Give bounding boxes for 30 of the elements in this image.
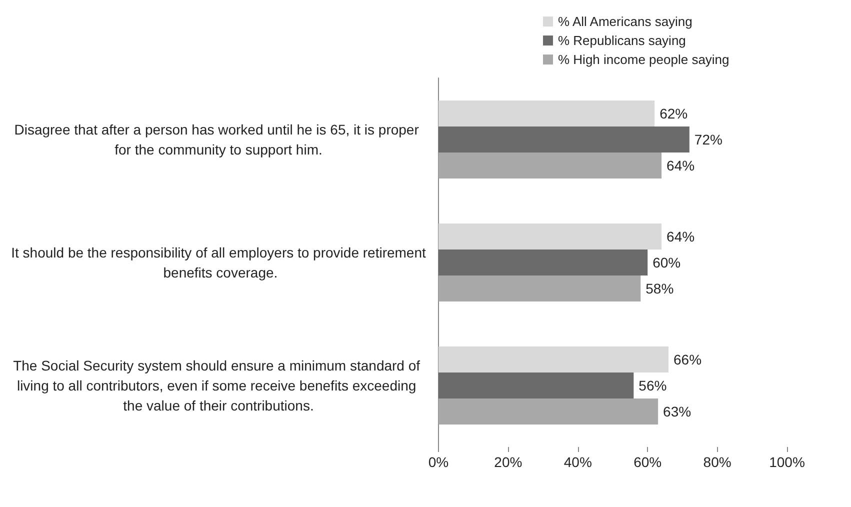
data-label: 60%: [652, 254, 681, 270]
y-tick-label: Disagree that after a person has worked until he is 65, it is proper for the community to support him.: [14, 122, 423, 158]
x-tick-label: 100%: [769, 454, 805, 470]
data-label: 58%: [646, 280, 674, 296]
bar: [438, 152, 662, 178]
data-label: 62%: [660, 106, 688, 122]
data-label: 72%: [694, 132, 722, 148]
y-tick-label: The Social Security system should ensure a minimum standard of living to all contributors, even if some receive benefits exceeding the value of their contributions.: [13, 358, 424, 414]
bar: [438, 126, 690, 152]
bar: [438, 372, 634, 398]
bar: [438, 100, 655, 126]
data-label: 63%: [663, 404, 692, 420]
x-tick-label: 60%: [634, 454, 662, 470]
bar: [438, 224, 662, 250]
data-label: 64%: [666, 158, 695, 174]
data-label: 56%: [638, 378, 667, 394]
bar: [438, 250, 648, 276]
x-tick-label: 0%: [428, 454, 449, 470]
bar: [438, 346, 669, 372]
legend-label: % Republicans saying: [558, 33, 686, 48]
x-tick-label: 20%: [494, 454, 522, 470]
data-label: 66%: [674, 352, 702, 368]
y-tick-label: It should be the responsibility of all employers to provide retirement benefits coverage.: [11, 244, 426, 280]
x-tick-label: 80%: [703, 454, 732, 470]
legend-label: % All Americans saying: [558, 14, 692, 29]
data-label: 64%: [666, 228, 695, 244]
legend-label: % High income people saying: [558, 52, 730, 67]
x-tick-label: 40%: [564, 454, 592, 470]
bar: [438, 276, 641, 302]
bar: [438, 398, 658, 424]
